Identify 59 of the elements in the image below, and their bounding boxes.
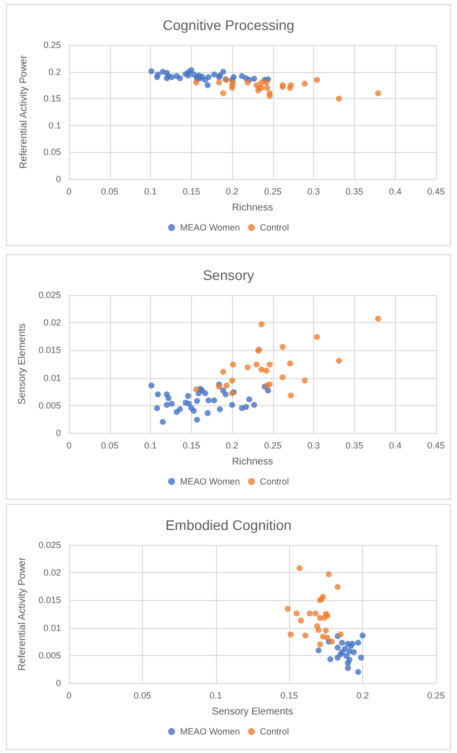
x-tick-label: 0.3 — [307, 186, 320, 196]
y-tick-label: 0.02 — [43, 318, 61, 328]
x-tick-label: 0 — [66, 690, 72, 700]
y-tick-label: 0 — [56, 678, 61, 688]
x-tick-label: 0.2 — [226, 186, 238, 196]
legend-label: MEAO Women — [180, 726, 240, 736]
x-tick-label: 0 — [66, 186, 72, 196]
chart-title: Cognitive Processing — [162, 17, 294, 33]
x-tick-label: 0 — [66, 440, 72, 450]
x-tick-label: 0.2 — [226, 440, 238, 450]
chart-title: Sensory — [202, 267, 254, 283]
x-tick-label: 0.15 — [182, 440, 200, 450]
x-tick-label: 0.05 — [134, 690, 152, 700]
legend-label: Control — [260, 726, 289, 736]
x-tick-label: 0.35 — [346, 186, 364, 196]
y-tick-label: 0.015 — [38, 345, 61, 356]
y-tick-label: 0.025 — [38, 290, 61, 300]
x-tick-label: 0.1 — [144, 440, 157, 450]
x-axis-title: Sensory Elements — [212, 706, 294, 718]
x-tick-label: 0.4 — [388, 186, 402, 196]
x-tick-label: 0.45 — [427, 440, 445, 450]
y-axis-title: Sensory Elements — [17, 323, 28, 405]
y-tick-label: 0.25 — [43, 40, 61, 50]
y-tick-label: 0 — [56, 428, 61, 438]
x-tick-label: 0.3 — [307, 440, 320, 450]
x-tick-label: 0.1 — [144, 186, 157, 196]
x-tick-label: 0.25 — [264, 440, 282, 450]
y-tick-label: 0.005 — [38, 400, 61, 410]
legend-label: MEAO Women — [180, 476, 240, 486]
x-tick-label: 0.4 — [388, 440, 402, 450]
x-axis-title: Richness — [232, 456, 274, 468]
y-tick-label: 0.15 — [43, 94, 61, 104]
y-tick-label: 0.01 — [43, 372, 61, 383]
x-tick-label: 0.15 — [280, 690, 298, 700]
x-tick-label: 0.1 — [210, 690, 222, 700]
y-tick-label: 0.1 — [48, 120, 61, 130]
y-tick-label: 0 — [56, 174, 61, 184]
legend-label: Control — [260, 222, 289, 232]
y-axis-title: Referential Activity Power — [18, 54, 30, 169]
x-tick-label: 0.25 — [264, 186, 282, 196]
y-tick-label: 0.02 — [43, 568, 61, 578]
x-tick-label: 0.05 — [101, 186, 119, 196]
legend-label: MEAO Women — [180, 222, 240, 232]
x-tick-label: 0.2 — [356, 690, 369, 700]
x-axis-title: Richness — [232, 202, 274, 214]
y-tick-label: 0.015 — [38, 595, 61, 606]
x-tick-label: 0.35 — [346, 440, 364, 450]
chart-title: Embodied Cognition — [165, 517, 292, 533]
y-tick-label: 0.2 — [48, 66, 61, 77]
y-tick-label: 0.01 — [43, 622, 61, 633]
y-tick-label: 0.025 — [38, 540, 61, 550]
x-tick-label: 0.25 — [427, 690, 445, 700]
x-tick-label: 0.05 — [101, 440, 119, 450]
y-tick-label: 0.005 — [38, 650, 61, 660]
legend-label: Control — [260, 476, 289, 486]
x-tick-label: 0.15 — [182, 186, 200, 196]
x-tick-label: 0.45 — [427, 186, 445, 196]
y-axis-title: Referential Activity Power — [17, 556, 28, 671]
y-tick-label: 0.05 — [43, 147, 61, 158]
